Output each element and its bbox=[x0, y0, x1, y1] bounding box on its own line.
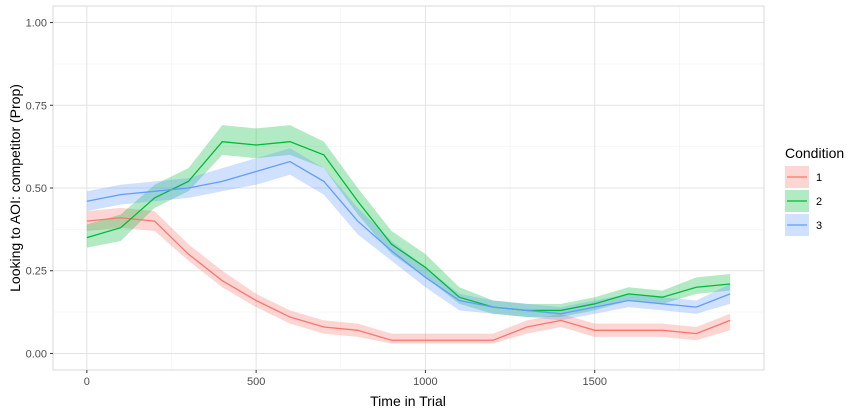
y-tick-label: 0.00 bbox=[26, 348, 47, 360]
y-tick-label: 0.50 bbox=[26, 183, 47, 195]
legend-label-3: 3 bbox=[816, 220, 822, 232]
ribbon-series-3 bbox=[86, 148, 731, 321]
ribbon-series-2 bbox=[86, 125, 731, 318]
x-tick-label: 500 bbox=[247, 376, 265, 388]
x-tick-label: 1000 bbox=[413, 376, 437, 388]
legend: Condition 1 2 3 bbox=[785, 145, 844, 236]
legend-title: Condition bbox=[785, 145, 844, 161]
legend-key-2 bbox=[785, 190, 809, 212]
x-tick-label: 0 bbox=[84, 376, 90, 388]
x-axis-title: Time in Trial bbox=[370, 393, 446, 409]
x-axis: 0 500 1000 1500 bbox=[84, 370, 607, 388]
legend-label-2: 2 bbox=[816, 196, 822, 208]
series-lines bbox=[86, 140, 731, 341]
y-tick-label: 1.00 bbox=[26, 18, 47, 30]
y-tick-label: 0.25 bbox=[26, 266, 47, 278]
legend-label-1: 1 bbox=[816, 172, 822, 184]
line-series-3 bbox=[86, 160, 731, 315]
line-series-1 bbox=[86, 217, 731, 341]
line-series-2 bbox=[86, 140, 731, 312]
grid bbox=[53, 6, 764, 370]
y-tick-label: 0.75 bbox=[26, 100, 47, 112]
legend-key-3 bbox=[785, 214, 809, 236]
legend-key-1 bbox=[785, 166, 809, 188]
x-tick-label: 1500 bbox=[582, 376, 606, 388]
y-axis-title: Looking to AOI: competitor (Prop) bbox=[7, 84, 23, 292]
y-axis: 0.00 0.25 0.50 0.75 1.00 bbox=[26, 18, 53, 360]
